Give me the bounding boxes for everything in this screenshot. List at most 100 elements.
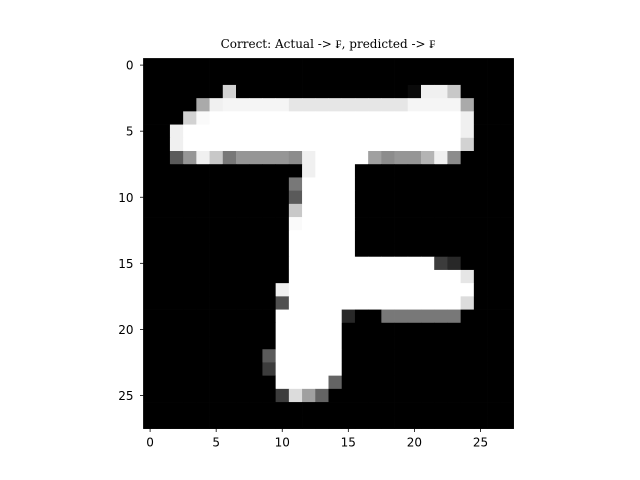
pixel-cell [196, 388, 210, 403]
pixel-cell [183, 283, 197, 297]
pixel-cell [354, 402, 369, 416]
pixel-cell [222, 375, 237, 390]
pixel-cell [222, 137, 237, 152]
pixel-cell [143, 375, 158, 390]
pixel-cell [487, 111, 501, 125]
pixel-cell [421, 217, 435, 231]
pixel-cell [407, 98, 422, 112]
pixel-cell [143, 177, 158, 191]
pixel-cell [169, 322, 184, 337]
pixel-cell [222, 111, 237, 125]
pixel-cell [315, 217, 329, 231]
pixel-cell [209, 415, 224, 429]
pixel-cell [196, 402, 210, 416]
pixel-cell [394, 322, 409, 337]
pixel-cell [407, 362, 422, 376]
pixel-cell [500, 151, 514, 165]
pixel-cell [381, 151, 395, 165]
pixel-cell [434, 388, 448, 403]
pixel-cell [156, 375, 171, 390]
pixel-cell [394, 243, 409, 258]
pixel-cell [434, 283, 448, 297]
pixel-cell [288, 388, 303, 403]
pixel-cell [183, 296, 197, 310]
pixel-cell [302, 388, 316, 403]
pixel-cell [196, 283, 210, 297]
pixel-cell [262, 58, 276, 73]
pixel-cell [249, 98, 263, 112]
pixel-cell [315, 151, 329, 165]
pixel-cell [394, 375, 409, 390]
pixel-cell [209, 164, 224, 178]
pixel-cell [209, 336, 224, 350]
pixel-cell [447, 362, 461, 376]
pixel-cell [473, 217, 488, 231]
pixel-cell [196, 98, 210, 112]
pixel-cell [288, 230, 303, 244]
pixel-cell [156, 190, 171, 205]
pixel-cell [222, 164, 237, 178]
pixel-cell [341, 71, 356, 86]
pixel-cell [500, 71, 514, 86]
pixel-cell [275, 71, 290, 86]
pixel-cell [302, 137, 316, 152]
pixel-cell [460, 296, 475, 310]
pixel-cell [156, 336, 171, 350]
pixel-cell [394, 98, 409, 112]
pixel-cell [421, 137, 435, 152]
pixel-cell [249, 415, 263, 429]
pixel-cell [500, 111, 514, 125]
pixel-cell [143, 402, 158, 416]
pixel-cell [341, 177, 356, 191]
pixel-cell [143, 58, 158, 73]
pixel-cell [460, 111, 475, 125]
pixel-cell [328, 402, 343, 416]
pixel-cell [487, 388, 501, 403]
pixel-cell [262, 230, 276, 244]
pixel-cell [381, 269, 395, 284]
pixel-cell [500, 203, 514, 218]
pixel-cell [156, 388, 171, 403]
pixel-cell [183, 336, 197, 350]
pixel-cell [368, 98, 382, 112]
pixel-cell [447, 309, 461, 324]
pixel-cell [341, 336, 356, 350]
pixel-cell [487, 375, 501, 390]
pixel-cell [222, 336, 237, 350]
pixel-cell [262, 151, 276, 165]
pixel-cell [368, 256, 382, 271]
pixel-cell [275, 309, 290, 324]
pixel-cell [249, 362, 263, 376]
pixel-cell [302, 322, 316, 337]
pixel-cell [222, 203, 237, 218]
pixel-cell [236, 151, 250, 165]
pixel-cell [236, 349, 250, 363]
pixel-cell [421, 151, 435, 165]
pixel-cell [460, 84, 475, 99]
pixel-cell [354, 151, 369, 165]
pixel-cell [302, 124, 316, 139]
pixel-cell [262, 190, 276, 205]
pixel-cell [288, 58, 303, 73]
pixel-cell [275, 336, 290, 350]
pixel-cell [288, 164, 303, 178]
pixel-cell [434, 151, 448, 165]
pixel-cell [183, 230, 197, 244]
pixel-cell [500, 309, 514, 324]
pixel-cell [222, 309, 237, 324]
pixel-cell [262, 217, 276, 231]
pixel-cell [169, 362, 184, 376]
pixel-cell [500, 256, 514, 271]
pixel-cell [341, 375, 356, 390]
pixel-cell [156, 84, 171, 99]
pixel-cell [262, 296, 276, 310]
pixel-cell [183, 151, 197, 165]
pixel-cell [447, 230, 461, 244]
pixel-cell [407, 230, 422, 244]
pixel-cell [275, 283, 290, 297]
pixel-cell [156, 415, 171, 429]
pixel-cell [341, 256, 356, 271]
pixel-cell [447, 164, 461, 178]
pixel-cell [169, 111, 184, 125]
pixel-cell [460, 217, 475, 231]
